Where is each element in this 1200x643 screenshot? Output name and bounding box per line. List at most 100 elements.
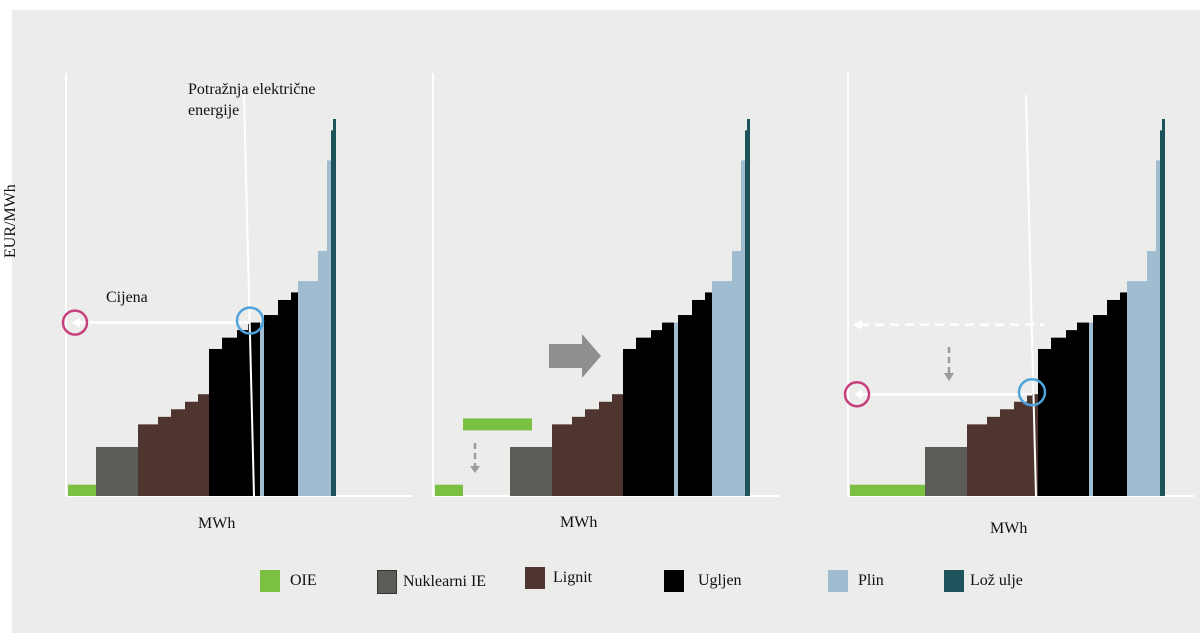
bar-ugljen-12 bbox=[678, 315, 692, 496]
bar-loz-ulje-19 bbox=[747, 119, 750, 496]
bar-ugljen-12 bbox=[1093, 315, 1107, 496]
bar-loz-ulje-18 bbox=[1160, 130, 1162, 496]
bar-nuklearni-ie-1 bbox=[925, 446, 967, 496]
legend-swatch-ugljen bbox=[664, 570, 684, 592]
bar-ugljen-9 bbox=[1066, 330, 1077, 496]
bar-lignit-3 bbox=[987, 416, 1000, 496]
legend-label-lignit: Lignit bbox=[553, 569, 593, 586]
bar-ugljen-14 bbox=[1120, 292, 1127, 496]
legend-label-oie: OIE bbox=[290, 572, 317, 589]
bar-lignit-5 bbox=[599, 401, 612, 496]
bar-ugljen-8 bbox=[636, 337, 651, 496]
bar-ugljen-13 bbox=[1107, 299, 1120, 496]
panel-3: MWh bbox=[794, 10, 1200, 633]
bar-oie-0 bbox=[435, 484, 463, 496]
demand-line bbox=[1025, 94, 1037, 497]
price-arrow-head bbox=[854, 389, 862, 400]
shift-right-arrow bbox=[549, 334, 601, 378]
legend-item-nuklearni: Nuklearni IE bbox=[377, 570, 486, 594]
bar-loz-ulje-18 bbox=[331, 130, 333, 496]
bar-plin-15 bbox=[298, 281, 318, 496]
legend-swatch-nuklearni bbox=[377, 570, 397, 594]
bar-plin-17 bbox=[741, 160, 745, 496]
bar-lignit-3 bbox=[572, 416, 585, 496]
legend-label-plin: Plin bbox=[858, 572, 884, 589]
panel-2-chart bbox=[432, 73, 779, 497]
bar-plin-15 bbox=[712, 281, 732, 496]
bar-ugljen-12 bbox=[264, 315, 278, 496]
bar-lignit-4 bbox=[171, 409, 185, 496]
bar-plin-11 bbox=[260, 322, 264, 496]
bar-nuklearni-ie-1 bbox=[96, 446, 138, 496]
bar-ugljen-7 bbox=[1038, 348, 1051, 496]
bar-ugljen-9 bbox=[651, 330, 662, 496]
dashed-down-arrow-head bbox=[470, 466, 480, 473]
legend-swatch-oie bbox=[260, 570, 280, 592]
bar-ugljen-7 bbox=[209, 348, 222, 496]
bar-ugljen-13 bbox=[278, 299, 291, 496]
bar-plin-16 bbox=[732, 250, 741, 496]
price-marker-circle bbox=[61, 309, 89, 336]
bar-lignit-2 bbox=[552, 424, 572, 496]
x-axis-label-panel-2: MWh bbox=[560, 514, 598, 531]
bar-ugljen-14 bbox=[291, 292, 298, 496]
bar-oie-0 bbox=[68, 484, 96, 496]
legend-swatch-lignit bbox=[525, 567, 545, 589]
bar-plin-17 bbox=[1156, 160, 1160, 496]
bar-ugljen-8 bbox=[1051, 337, 1066, 496]
demand-line bbox=[243, 94, 255, 497]
panel-3-chart bbox=[843, 73, 1194, 497]
legend-label-loz-ulje: Lož ulje bbox=[970, 572, 1023, 589]
previous-price-arrow-head bbox=[853, 319, 862, 330]
legend-item-lignit: Lignit bbox=[525, 567, 592, 589]
bar-plin-16 bbox=[318, 250, 327, 496]
bar-lignit-3 bbox=[158, 416, 171, 496]
bar-oie-0 bbox=[850, 484, 925, 496]
x-axis-label-panel-3: MWh bbox=[990, 520, 1028, 537]
legend-item-loz-ulje: Lož ulje bbox=[944, 570, 1023, 592]
legend-item-oie: OIE bbox=[260, 570, 317, 592]
price-marker-circle bbox=[843, 380, 871, 408]
clearing-point-circle bbox=[1017, 377, 1047, 407]
legend-swatch-plin bbox=[828, 570, 848, 592]
x-axis-label-panel-1: MWh bbox=[198, 515, 236, 532]
panel-2: MWh bbox=[379, 10, 789, 633]
legend: OIE Nuklearni IE Lignit Ugljen Plin Lož … bbox=[12, 10, 1200, 633]
legend-item-plin: Plin bbox=[828, 570, 884, 592]
clearing-point-circle bbox=[235, 306, 265, 335]
bar-plin-15 bbox=[1127, 281, 1147, 496]
bar-lignit-6 bbox=[198, 394, 209, 496]
bar-ugljen-9 bbox=[237, 330, 248, 496]
bar-plin-17 bbox=[327, 160, 331, 496]
bar-plin-16 bbox=[1147, 250, 1156, 496]
bar-ugljen-13 bbox=[692, 299, 705, 496]
panel-1-chart bbox=[61, 73, 412, 497]
legend-label-nuklearni: Nuklearni IE bbox=[403, 573, 487, 590]
bar-ugljen-8 bbox=[222, 337, 237, 496]
bar-lignit-5 bbox=[1014, 401, 1027, 496]
bar-lignit-5 bbox=[185, 401, 198, 496]
legend-item-ugljen: Ugljen bbox=[664, 570, 742, 592]
bar-lignit-4 bbox=[1000, 409, 1014, 496]
bar-plin-11 bbox=[674, 322, 678, 496]
legend-label-ugljen: Ugljen bbox=[698, 572, 742, 589]
bar-ugljen-10 bbox=[662, 322, 674, 496]
bar-loz-ulje-19 bbox=[333, 119, 336, 496]
price-arrow-head bbox=[72, 317, 80, 328]
legend-swatch-loz-ulje bbox=[944, 570, 964, 592]
added-oie-bar bbox=[463, 418, 532, 431]
panel-1: Potražnja električne energije Cijena MWh bbox=[12, 10, 422, 633]
bar-lignit-2 bbox=[967, 424, 987, 496]
bar-ugljen-7 bbox=[623, 348, 636, 496]
demand-label: Potražnja električne energije bbox=[188, 81, 316, 119]
bar-lignit-6 bbox=[612, 394, 623, 496]
bar-lignit-6 bbox=[1027, 394, 1038, 496]
price-label: Cijena bbox=[106, 289, 148, 306]
price-drop-arrow-head bbox=[944, 373, 954, 381]
bar-plin-11 bbox=[1089, 322, 1093, 496]
bar-nuklearni-ie-1 bbox=[510, 446, 552, 496]
bar-lignit-4 bbox=[585, 409, 599, 496]
bar-ugljen-14 bbox=[705, 292, 712, 496]
merit-order-figure: EUR/MWh Potražnja električne energije Ci… bbox=[2, 10, 1200, 633]
bar-lignit-2 bbox=[138, 424, 158, 496]
